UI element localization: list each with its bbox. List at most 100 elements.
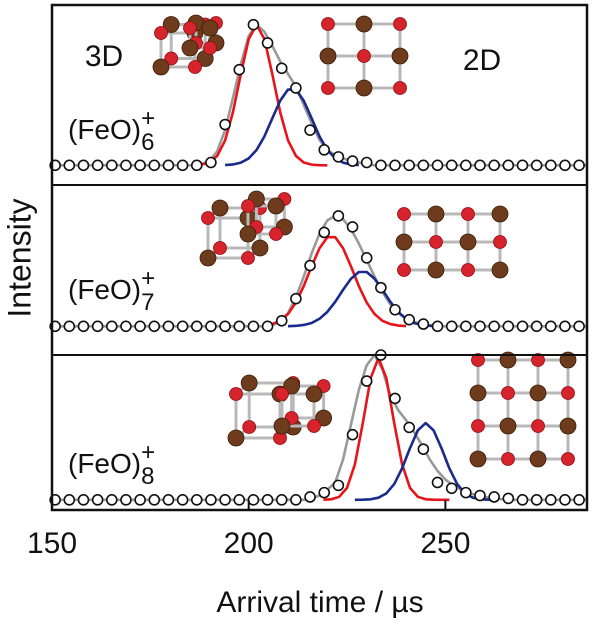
data-point <box>474 159 486 172</box>
data-point <box>233 63 246 76</box>
atom <box>501 452 515 466</box>
data-point <box>389 303 401 316</box>
data-point <box>460 320 472 333</box>
data-point <box>247 494 260 506</box>
atom <box>427 261 445 279</box>
data-point <box>502 159 515 172</box>
data-point <box>205 320 217 333</box>
data-point <box>403 421 415 434</box>
data-point <box>488 159 500 172</box>
data-point <box>516 320 529 333</box>
data-point <box>247 320 260 333</box>
x-tick-label: 250 <box>420 527 470 560</box>
data-point <box>530 159 543 172</box>
panel-label-charge: + <box>141 439 155 466</box>
data-point <box>530 494 543 506</box>
atom <box>229 387 243 401</box>
panel-label-charge: + <box>141 105 155 132</box>
atom <box>188 60 202 74</box>
data-point <box>318 144 331 156</box>
data-point <box>304 124 316 136</box>
data-point <box>120 320 132 333</box>
data-point <box>63 494 76 506</box>
atom <box>471 419 485 433</box>
data-point <box>290 82 302 94</box>
data-point <box>205 156 217 169</box>
atom <box>162 16 180 33</box>
panel-label: (FeO)+ 8 <box>68 439 155 490</box>
atom <box>273 417 291 435</box>
atom <box>459 233 477 251</box>
data-point <box>190 494 203 506</box>
data-point <box>346 428 359 441</box>
atom <box>461 207 475 221</box>
data-point <box>190 320 203 333</box>
atom <box>531 419 545 433</box>
data-point <box>403 313 415 326</box>
data-point <box>573 159 585 172</box>
atom <box>183 21 197 35</box>
data-point <box>488 320 500 333</box>
atom <box>199 249 217 267</box>
data-point <box>275 314 288 327</box>
data-point <box>445 320 458 333</box>
atom <box>529 450 547 468</box>
x-axis-label: Arrival time / µs <box>216 586 423 619</box>
data-point <box>332 210 345 222</box>
panel-label-size: 8 <box>141 463 154 490</box>
data-point <box>176 159 189 172</box>
data-point <box>516 494 529 506</box>
data-point <box>162 159 175 172</box>
fit-line <box>287 270 438 328</box>
data-point <box>105 494 118 506</box>
atom <box>355 15 373 33</box>
data-point <box>502 492 515 505</box>
data-point <box>261 494 274 506</box>
data-point <box>488 491 500 503</box>
data-point <box>290 292 302 305</box>
data-point <box>573 494 585 506</box>
data-point <box>134 159 146 172</box>
atom <box>241 199 255 213</box>
data-point <box>105 320 118 333</box>
atom <box>469 450 487 468</box>
data-point <box>318 486 331 499</box>
y-axis-label: Intensity <box>1 198 37 317</box>
data-point <box>120 494 132 506</box>
atom <box>501 386 515 400</box>
atom <box>307 419 321 433</box>
atom <box>499 417 517 435</box>
data-point <box>445 482 458 495</box>
data-point <box>91 320 104 333</box>
data-point <box>148 320 161 333</box>
atom <box>471 353 485 367</box>
data-point <box>431 159 444 172</box>
panel-label-size: 6 <box>141 129 154 156</box>
data-point <box>105 159 118 172</box>
data-point <box>148 159 161 172</box>
data-point <box>190 159 203 172</box>
panel-label-formula: (FeO) <box>68 274 141 305</box>
data-point <box>360 375 373 387</box>
panel-label: (FeO)+ 6 <box>68 105 155 156</box>
panel-label-charge: + <box>141 265 155 292</box>
data-point <box>120 159 132 172</box>
atom <box>469 384 487 402</box>
data-point <box>559 320 571 333</box>
atom <box>355 79 373 97</box>
atom <box>269 227 283 241</box>
data-point <box>304 491 316 503</box>
data-point <box>375 159 387 172</box>
atom <box>321 81 335 95</box>
fit-line <box>354 421 497 502</box>
data-point <box>545 159 557 172</box>
atom <box>239 225 257 243</box>
data-point <box>417 318 430 330</box>
atom <box>154 26 168 40</box>
data-point <box>176 320 189 333</box>
atom <box>152 58 170 76</box>
data-point <box>63 159 76 172</box>
data-point <box>445 159 458 172</box>
